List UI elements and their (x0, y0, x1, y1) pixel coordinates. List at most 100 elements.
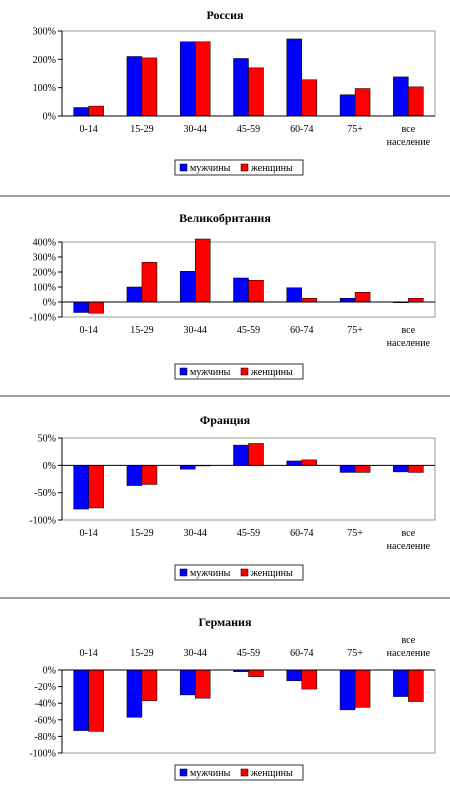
legend-swatch-women (240, 568, 249, 577)
legend-label-women: женщины (250, 768, 293, 779)
bar-men-3 (179, 41, 196, 117)
legend-label-women: женщины (250, 568, 293, 579)
x-tick-label: 45-59 (237, 325, 260, 336)
bar-women-3 (194, 238, 211, 303)
x-tick-label: все (402, 124, 416, 135)
legend-swatch-men (179, 163, 188, 172)
x-tick-label: 15-29 (130, 528, 153, 539)
x-tick-label: 30-44 (184, 124, 207, 135)
bar-men-5 (286, 38, 303, 117)
legend: мужчины женщины (174, 363, 304, 380)
legend-swatch-women (240, 768, 249, 777)
y-tick-label: -60% (34, 715, 56, 726)
bar-women-4 (248, 280, 264, 303)
bar-women-5 (301, 669, 318, 690)
bar-women-6 (354, 669, 371, 708)
bar-men-5 (286, 460, 303, 466)
bar-women-6 (354, 465, 371, 473)
bar-women-3 (194, 669, 211, 699)
x-tick-label: все (402, 528, 416, 539)
bar-men-6 (339, 669, 356, 711)
bar-men-4 (233, 58, 249, 117)
chart-title: Франция (200, 413, 251, 427)
bar-women-6 (354, 292, 371, 303)
legend: мужчины женщины (174, 564, 304, 581)
x-tick-label: 45-59 (237, 124, 260, 135)
x-tick-label: 30-44 (184, 325, 207, 336)
bar-men-2 (126, 286, 143, 303)
legend-swatch-men (179, 768, 188, 777)
y-tick-label: 0% (43, 666, 56, 677)
x-tick-label: 60-74 (290, 124, 313, 135)
bar-men-7 (393, 669, 409, 697)
chart-title: Россия (206, 8, 244, 22)
y-tick-label: 0% (43, 298, 56, 309)
y-tick-label: -80% (34, 732, 56, 743)
y-tick-label: -100% (29, 749, 56, 760)
legend-swatch-men (179, 367, 188, 376)
bar-women-1 (88, 105, 104, 117)
bar-women-5 (301, 79, 318, 117)
x-tick-label: население (387, 338, 431, 349)
legend-label-men: мужчины (190, 568, 231, 579)
bar-men-1 (73, 669, 89, 731)
bar-men-1 (73, 465, 89, 510)
bar-women-1 (88, 301, 104, 314)
legend-box (174, 564, 304, 581)
bar-men-3 (179, 465, 196, 470)
x-tick-label: 75+ (347, 648, 363, 659)
legend-label-men: мужчины (190, 768, 231, 779)
x-tick-label: 0-14 (79, 124, 97, 135)
plot-area (61, 669, 436, 754)
bar-men-4 (233, 444, 249, 466)
y-tick-label: -20% (34, 682, 56, 693)
x-tick-label: 30-44 (184, 528, 207, 539)
y-tick-label: 300% (33, 253, 56, 264)
x-tick-label: 60-74 (290, 648, 313, 659)
bar-women-4 (248, 443, 264, 466)
x-tick-label: 0-14 (79, 325, 97, 336)
y-tick-label: 100% (33, 83, 56, 94)
bar-women-7 (408, 86, 424, 117)
y-tick-label: 200% (33, 55, 56, 66)
bar-women-4 (248, 669, 264, 677)
x-tick-label: все (402, 325, 416, 336)
chart-title: Германия (199, 615, 252, 629)
bar-men-2 (126, 56, 143, 117)
bar-men-2 (126, 465, 143, 486)
y-tick-label: 400% (33, 238, 56, 249)
x-tick-label: 45-59 (237, 528, 260, 539)
bar-women-5 (301, 459, 318, 466)
y-tick-label: -100% (29, 516, 56, 527)
legend: мужчины женщины (174, 764, 304, 781)
legend-label-men: мужчины (190, 367, 231, 378)
bar-men-5 (286, 669, 303, 682)
x-tick-label: 30-44 (184, 648, 207, 659)
x-tick-label: 60-74 (290, 528, 313, 539)
legend-label-women: женщины (250, 367, 293, 378)
bar-women-7 (408, 465, 424, 473)
bar-men-6 (339, 94, 356, 117)
legend-swatch-women (240, 163, 249, 172)
x-tick-label: 0-14 (79, 648, 97, 659)
x-tick-label: население (387, 648, 431, 659)
bar-women-2 (141, 669, 158, 701)
bar-women-1 (88, 465, 104, 509)
legend-label-men: мужчины (190, 163, 231, 174)
y-tick-label: -100% (29, 313, 56, 324)
x-tick-label: 75+ (347, 124, 363, 135)
legend-swatch-men (179, 568, 188, 577)
bar-women-7 (408, 669, 424, 702)
x-tick-label: 60-74 (290, 325, 313, 336)
bar-women-4 (248, 67, 264, 117)
bar-men-1 (73, 301, 89, 313)
legend: мужчины женщины (174, 159, 304, 176)
legend-swatch-women (240, 367, 249, 376)
bar-women-2 (141, 57, 158, 117)
y-tick-label: 0% (43, 461, 56, 472)
x-tick-label: 15-29 (130, 124, 153, 135)
chart-panel-4: Германия -100% -80% -60% -40% -20% 0% 0-14 15-29… (29, 615, 436, 781)
x-tick-label: население (387, 541, 431, 552)
bar-women-2 (141, 262, 158, 303)
y-tick-label: -40% (34, 699, 56, 710)
